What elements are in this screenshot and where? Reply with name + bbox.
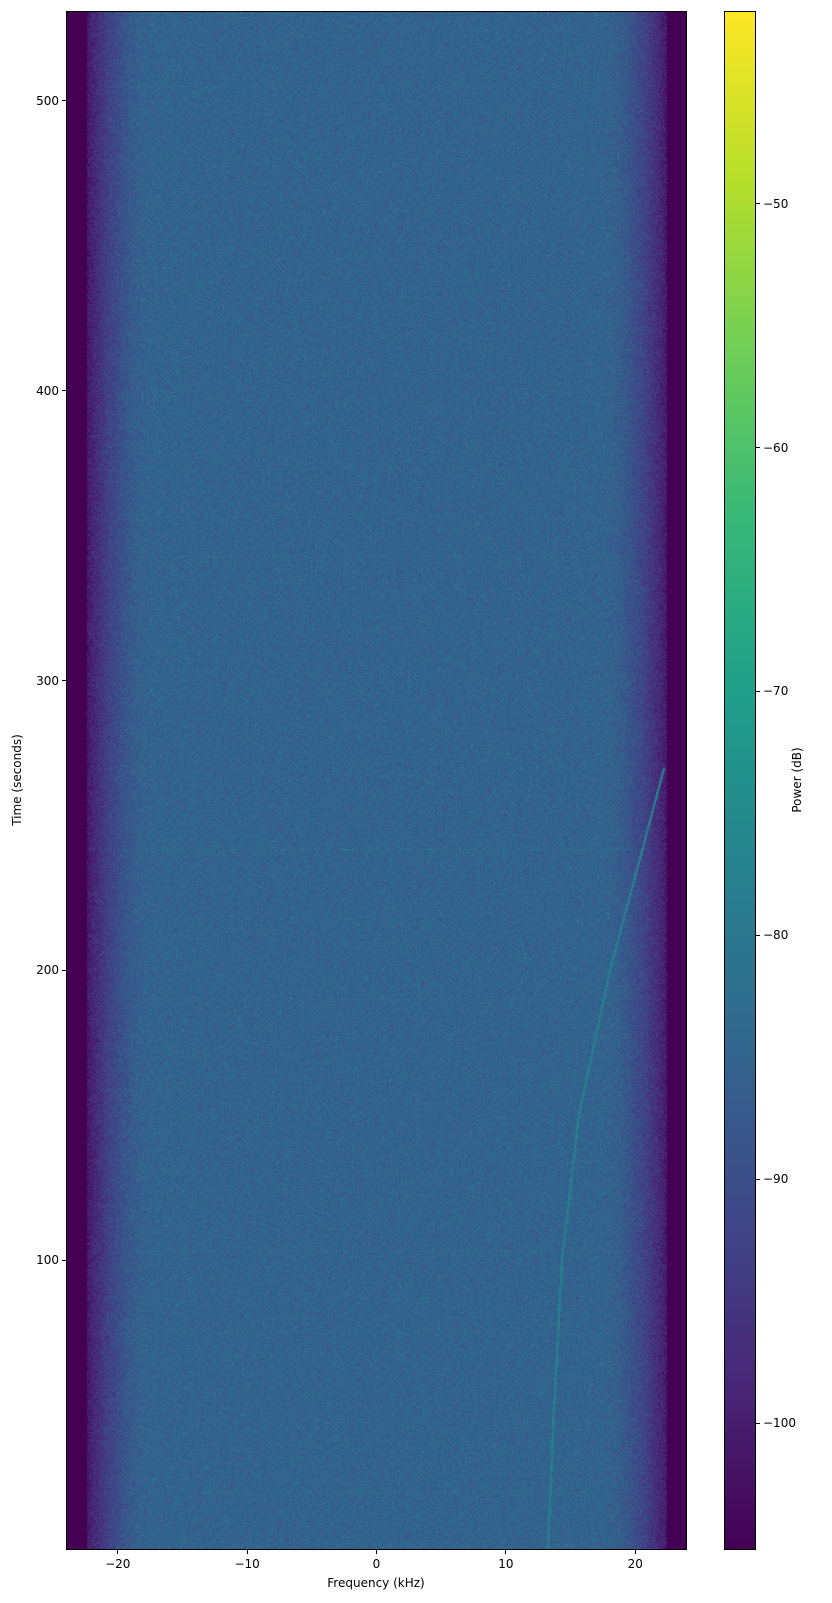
y-tick-label: 300: [36, 674, 59, 688]
y-tick-label: 500: [36, 94, 59, 108]
x-tick: [505, 1550, 506, 1554]
colorbar-tick: [756, 203, 760, 204]
colorbar-tick: [756, 447, 760, 448]
x-axis-label: Frequency (kHz): [327, 1576, 424, 1590]
x-tick-label: −10: [234, 1557, 259, 1571]
y-tick: [62, 1260, 66, 1261]
x-tick: [376, 1550, 377, 1554]
y-tick: [62, 970, 66, 971]
x-tick: [635, 1550, 636, 1554]
y-tick-label: 200: [36, 963, 59, 977]
y-tick: [62, 680, 66, 681]
x-tick-label: 10: [498, 1557, 513, 1571]
colorbar-tick-label: −100: [763, 1416, 796, 1430]
colorbar-tick-label: −50: [763, 197, 788, 211]
colorbar-tick-label: −70: [763, 684, 788, 698]
y-tick: [62, 390, 66, 391]
colorbar-tick-label: −90: [763, 1172, 788, 1186]
x-tick-label: 20: [628, 1557, 643, 1571]
colorbar: [724, 11, 756, 1550]
y-tick-label: 400: [36, 384, 59, 398]
plot-frame: [66, 11, 687, 1550]
colorbar-label: Power (dB): [790, 747, 804, 812]
colorbar-tick: [756, 935, 760, 936]
x-tick: [247, 1550, 248, 1554]
x-tick: [117, 1550, 118, 1554]
colorbar-tick-label: −60: [763, 441, 788, 455]
colorbar-tick: [756, 1179, 760, 1180]
x-tick-label: 0: [373, 1557, 381, 1571]
colorbar-tick-label: −80: [763, 928, 788, 942]
y-axis-label: Time (seconds): [10, 734, 24, 826]
colorbar-tick: [756, 1423, 760, 1424]
colorbar-tick: [756, 691, 760, 692]
x-tick-label: −20: [105, 1557, 130, 1571]
y-tick: [62, 100, 66, 101]
y-tick-label: 100: [36, 1253, 59, 1267]
